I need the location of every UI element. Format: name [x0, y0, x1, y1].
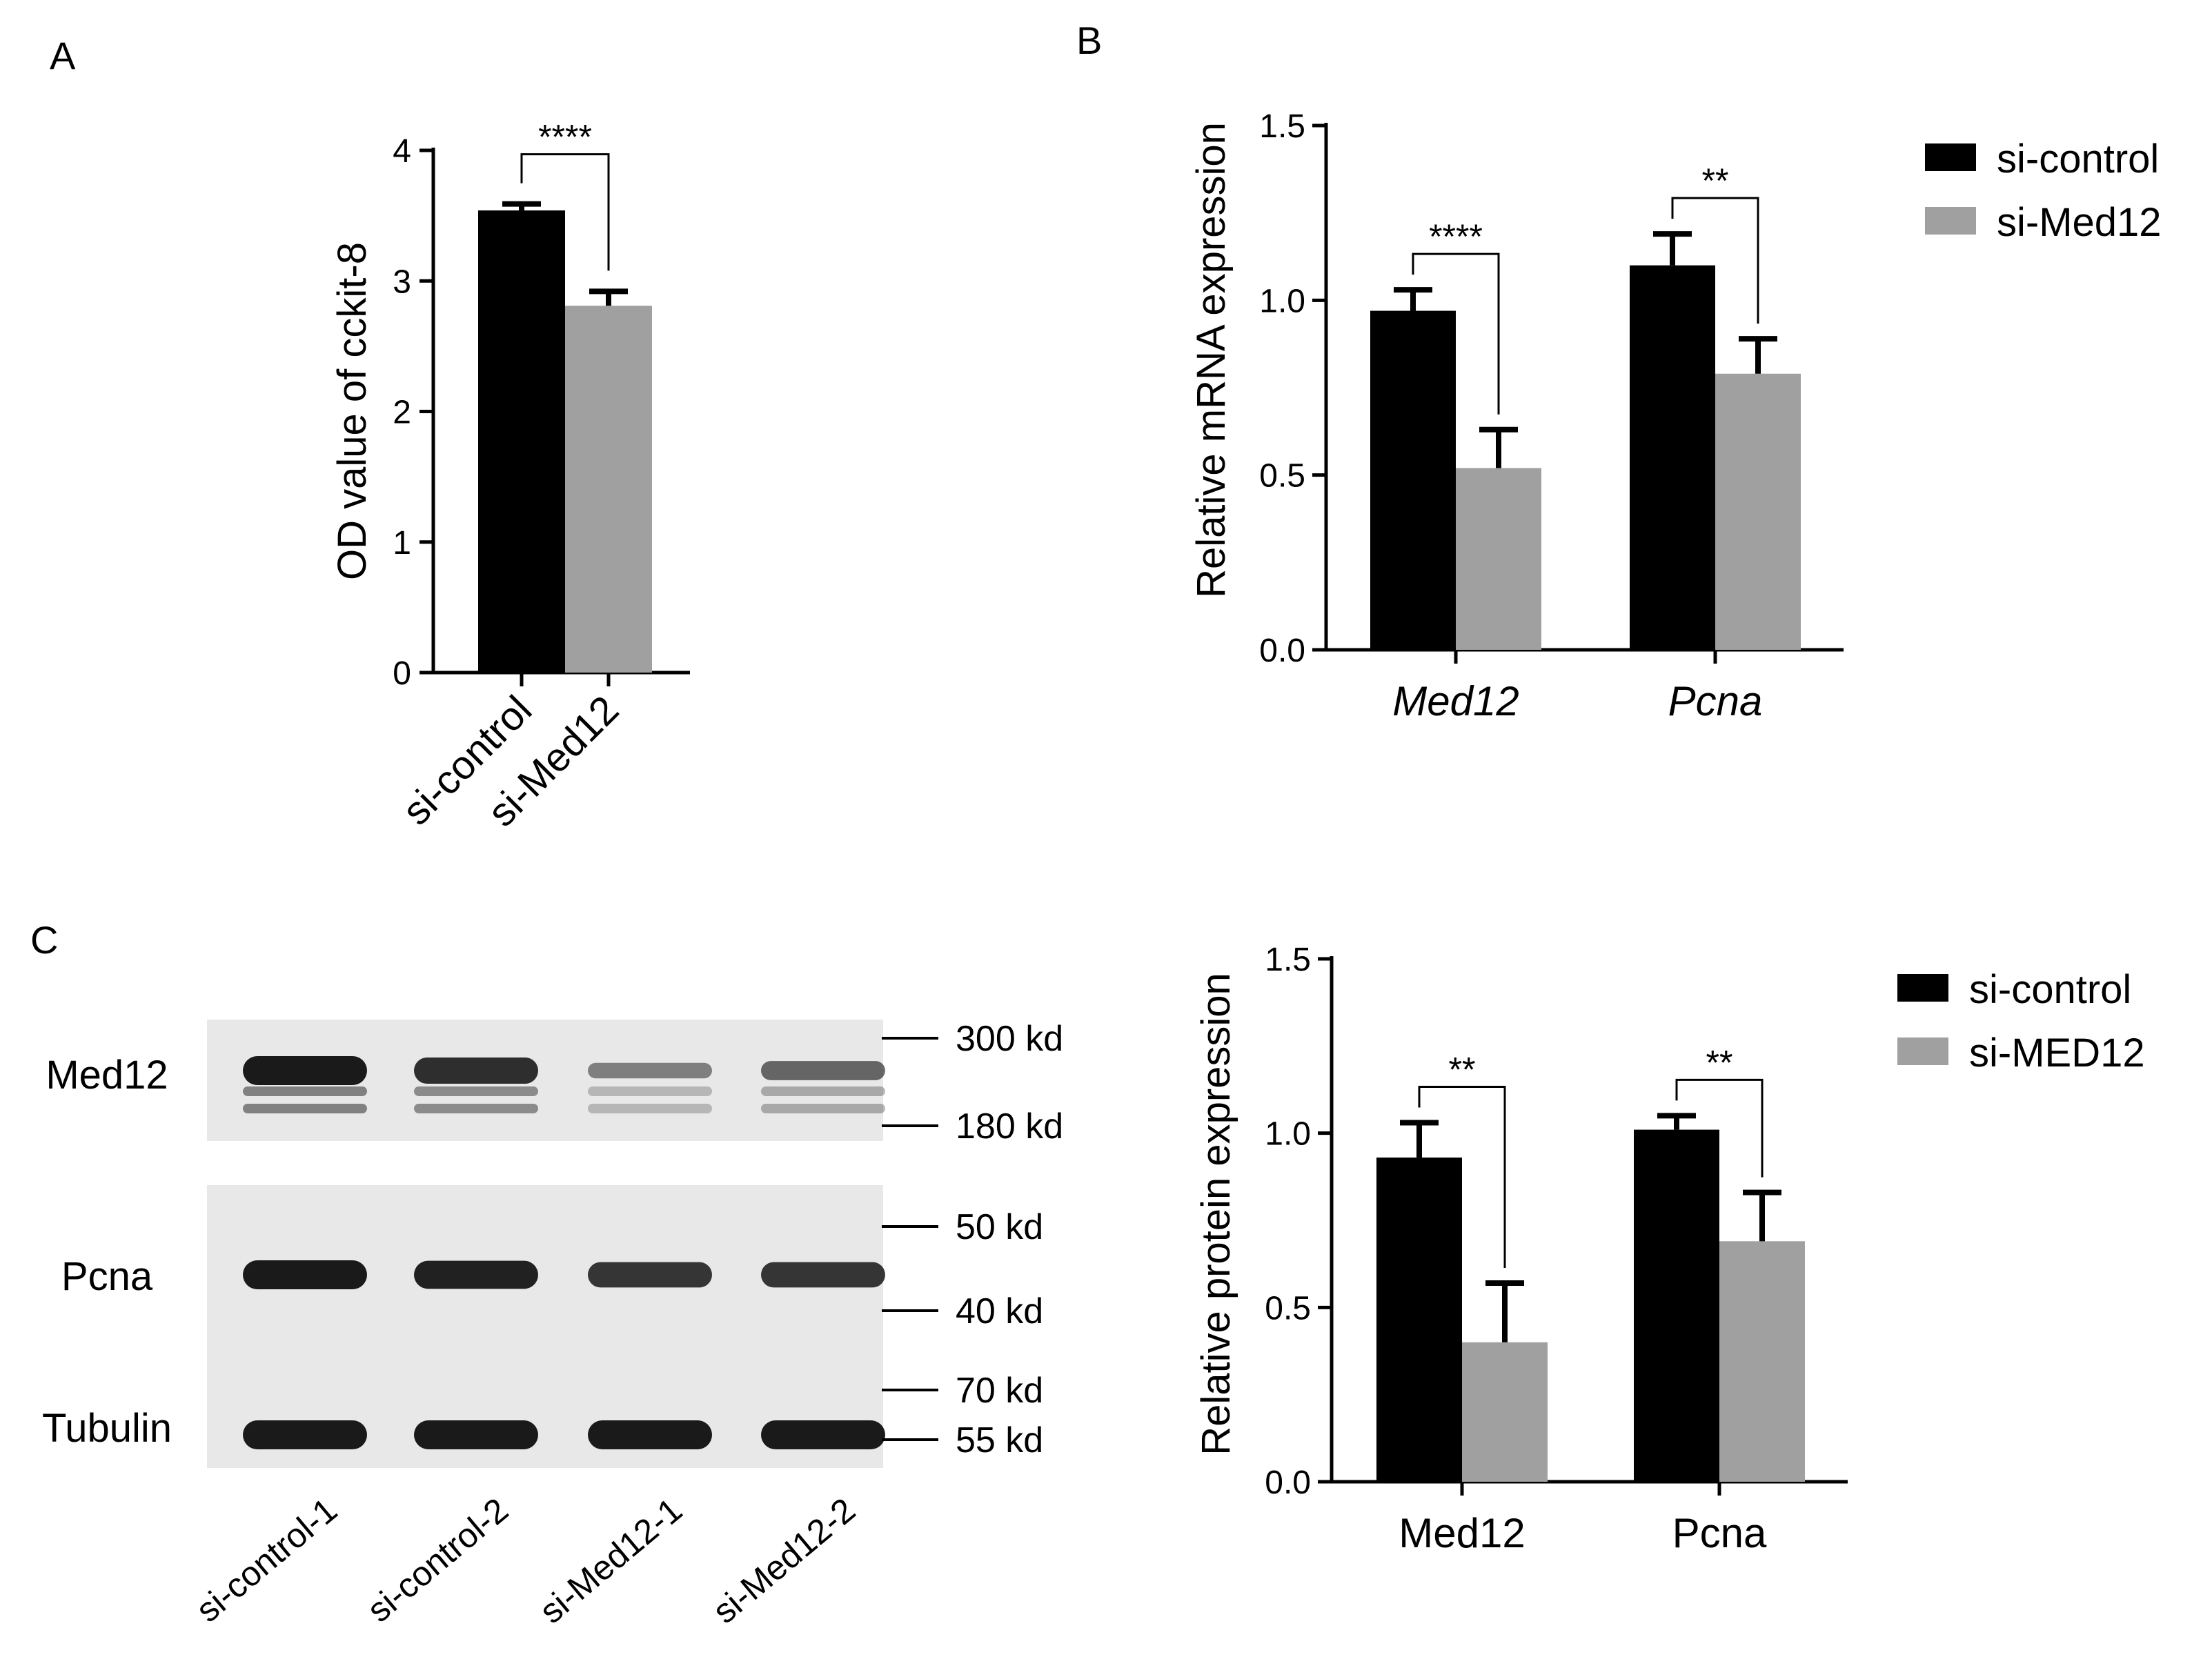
y-tick-label-c: 1.0	[1265, 1116, 1311, 1153]
blot-band	[761, 1061, 885, 1080]
blot-band	[588, 1062, 712, 1079]
marker-label: 70 kd	[956, 1371, 1043, 1411]
y-tick-label-c: 1.5	[1265, 942, 1311, 978]
legend-swatch-c	[1897, 1037, 1948, 1065]
significance-label-b: ****	[1429, 217, 1483, 256]
bar-a-med12	[565, 306, 652, 673]
significance-label-a: ****	[538, 118, 592, 157]
blot-band	[414, 1260, 538, 1289]
significance-label-b: **	[1702, 161, 1729, 200]
y-tick-label-c: 0.0	[1265, 1465, 1311, 1501]
marker-label: 40 kd	[956, 1291, 1043, 1331]
panel-label-b: B	[1076, 19, 1102, 62]
lane-label: si-Med12-2	[705, 1491, 862, 1631]
blot-band	[761, 1420, 885, 1449]
significance-label-c: **	[1706, 1043, 1733, 1082]
chart-c-protein-expression: 0.0 0.5 1.0 1.5 Relative protein expression M…	[1194, 942, 2145, 1556]
chart-b-mrna-expression: 0.0 0.5 1.0 1.5 Relative mRNA expression Med1…	[1189, 108, 2162, 724]
blot-label-tubulin: Tubulin	[42, 1406, 172, 1451]
blot-band-minor	[243, 1086, 367, 1096]
blot-band-minor	[414, 1104, 538, 1113]
x-tick-label-b: Pcna	[1668, 678, 1763, 724]
blot-band	[243, 1260, 367, 1289]
blot-band	[414, 1420, 538, 1449]
y-tick-label-a: 2	[393, 395, 411, 431]
y-tick-label-a: 0	[393, 655, 411, 692]
legend-label-c: si-MED12	[1969, 1031, 2145, 1075]
lane-label: si-control-2	[360, 1491, 515, 1630]
blot-band-minor	[414, 1086, 538, 1096]
y-tick-label-a: 1	[393, 525, 411, 562]
blot-membrane-pcna	[207, 1185, 883, 1330]
significance-label-c: **	[1449, 1051, 1476, 1089]
y-tick-label-a: 3	[393, 264, 411, 300]
lane-label: si-Med12-1	[532, 1491, 689, 1631]
blot-band-minor	[761, 1086, 885, 1096]
y-tick-label-b: 1.0	[1259, 283, 1305, 319]
blot-label-pcna: Pcna	[61, 1254, 153, 1299]
blot-band-minor	[243, 1104, 367, 1113]
marker-label: 50 kd	[956, 1207, 1043, 1247]
legend-label-b: si-control	[1997, 137, 2159, 181]
blot-band	[588, 1420, 712, 1449]
y-tick-label-a: 4	[393, 133, 411, 170]
blot-label-med12: Med12	[46, 1053, 168, 1098]
legend-swatch-c	[1897, 974, 1948, 1002]
panel-label-c: C	[30, 918, 58, 962]
y-tick-label-b: 0.5	[1259, 458, 1305, 495]
bar-b-pcna-control	[1630, 265, 1715, 651]
significance-bracket-c	[1675, 1078, 1764, 1178]
bar-c-med12-control	[1376, 1158, 1462, 1482]
significance-bracket-b	[1671, 197, 1759, 324]
legend-swatch-b	[1925, 207, 1976, 235]
lane-label: si-control-1	[189, 1491, 344, 1630]
blot-band-minor	[588, 1086, 712, 1096]
significance-bracket-a	[520, 153, 610, 271]
bar-b-pcna-med12	[1715, 373, 1801, 650]
x-tick-label-c: Med12	[1399, 1510, 1525, 1556]
significance-bracket-c	[1418, 1086, 1506, 1268]
legend-label-b: si-Med12	[1997, 200, 2162, 245]
bar-b-med12-med12	[1456, 468, 1541, 650]
blot-band-minor	[588, 1104, 712, 1113]
bar-b-med12-control	[1370, 310, 1456, 650]
bar-c-med12-med12	[1462, 1342, 1548, 1482]
y-tick-label-b: 0.0	[1259, 633, 1305, 669]
significance-bracket-b	[1412, 252, 1500, 415]
bar-a-control	[478, 210, 565, 673]
marker-label: 55 kd	[956, 1420, 1043, 1460]
marker-label: 300 kd	[956, 1019, 1063, 1059]
y-tick-label-c: 0.5	[1265, 1290, 1311, 1327]
blot-band	[588, 1262, 712, 1288]
x-tick-label-b: Med12	[1392, 678, 1519, 724]
bar-c-pcna-control	[1634, 1129, 1719, 1482]
marker-label: 180 kd	[956, 1106, 1063, 1146]
blot-band	[761, 1262, 885, 1288]
y-axis-label-a: OD value of cckit-8	[330, 242, 375, 580]
blot-band	[243, 1420, 367, 1449]
legend-swatch-b	[1925, 143, 1976, 171]
bar-c-pcna-med12	[1719, 1241, 1805, 1482]
legend-label-c: si-control	[1969, 967, 2131, 1012]
blot-band	[414, 1057, 538, 1084]
x-tick-label-c: Pcna	[1672, 1510, 1767, 1556]
y-axis-label-b: Relative mRNA expression	[1189, 122, 1234, 598]
blot-band	[243, 1056, 367, 1085]
blot-band-minor	[761, 1104, 885, 1113]
western-blot: Med12 300 kd 180 kd Pcna 50 kd 40 kd Tubulin 70…	[42, 1019, 1063, 1631]
y-axis-label-c: Relative protein expression	[1194, 973, 1238, 1456]
panel-label-a: A	[50, 34, 76, 77]
y-tick-label-b: 1.5	[1259, 108, 1305, 145]
